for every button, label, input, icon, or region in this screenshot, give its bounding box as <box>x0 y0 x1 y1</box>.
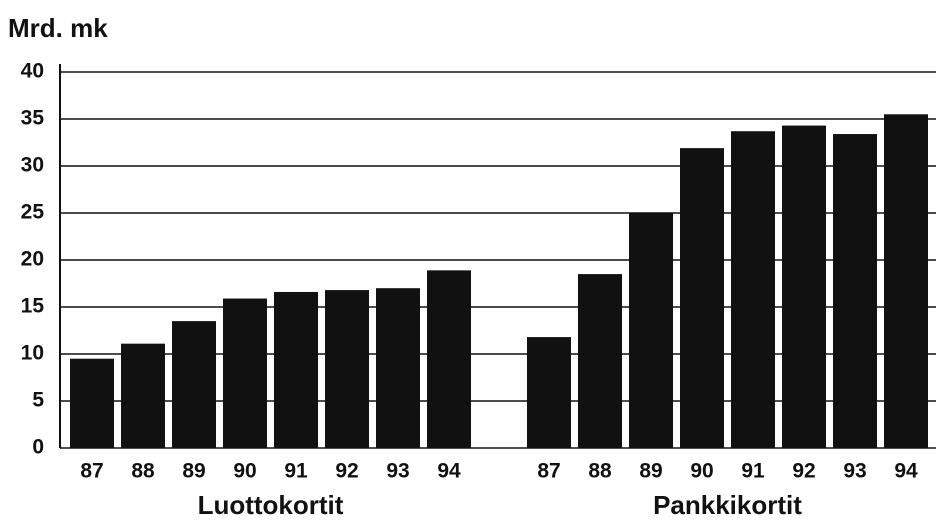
bar <box>427 270 471 448</box>
x-tick-label: 93 <box>386 460 409 483</box>
x-tick-label: 91 <box>741 460 765 483</box>
bar <box>325 290 369 448</box>
bar <box>376 288 420 448</box>
x-tick-label: 88 <box>131 460 155 483</box>
x-tick-label: 89 <box>182 460 205 483</box>
bar <box>172 321 216 448</box>
x-tick-label: 90 <box>690 460 713 483</box>
y-tick-label: 30 <box>21 154 44 177</box>
bar <box>833 134 877 449</box>
y-tick-label: 15 <box>21 295 45 318</box>
bar <box>527 337 571 448</box>
x-tick-label: 94 <box>894 460 918 483</box>
x-tick-label: 93 <box>843 460 866 483</box>
bar <box>121 343 165 448</box>
y-tick-label: 25 <box>21 201 45 224</box>
y-axis-label: Mrd. mk <box>8 13 108 43</box>
x-tick-label: 91 <box>284 460 308 483</box>
bar <box>731 131 775 448</box>
y-tick-label: 10 <box>21 342 44 365</box>
y-tick-label: 0 <box>32 436 44 459</box>
y-tick-label: 20 <box>21 248 44 271</box>
x-tick-label: 94 <box>437 460 461 483</box>
x-tick-label: 87 <box>80 460 103 483</box>
x-tick-label: 87 <box>537 460 560 483</box>
y-tick-label: 35 <box>21 107 45 130</box>
x-tick-label: 89 <box>639 460 662 483</box>
x-tick-label: 92 <box>335 460 358 483</box>
bar <box>680 148 724 448</box>
x-tick-label: 88 <box>588 460 612 483</box>
group-label: Luottokortit <box>198 490 344 520</box>
bar <box>884 114 928 449</box>
bar <box>70 358 114 448</box>
y-tick-label: 40 <box>21 60 44 83</box>
bar <box>223 298 267 448</box>
x-tick-label: 92 <box>792 460 815 483</box>
bar <box>782 125 826 448</box>
bar <box>274 291 318 448</box>
group-label: Pankkikortit <box>653 490 802 520</box>
bar <box>578 274 622 448</box>
y-tick-label: 5 <box>32 389 44 412</box>
bar <box>629 213 673 448</box>
x-tick-label: 90 <box>233 460 256 483</box>
